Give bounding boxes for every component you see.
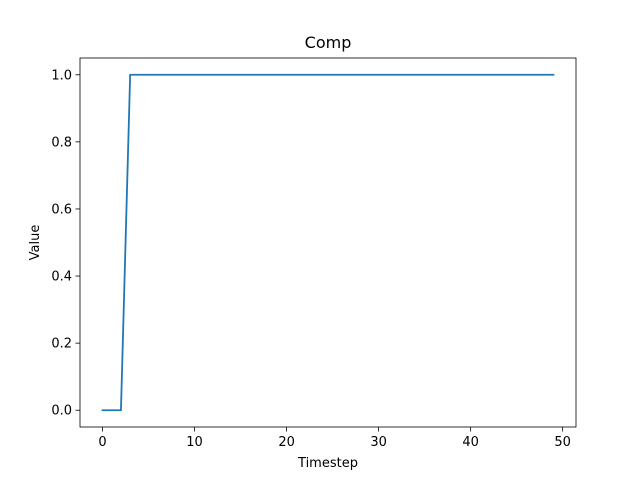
x-axis-label: Timestep xyxy=(297,456,358,471)
x-tick-label: 20 xyxy=(278,435,295,450)
x-tick-label: 0 xyxy=(98,435,106,450)
chart-title: Comp xyxy=(305,33,352,52)
y-axis-ticks: 0.0 0.2 0.4 0.6 0.8 1.0 xyxy=(51,68,80,419)
x-axis-ticks: 0 10 20 30 40 50 xyxy=(98,427,571,450)
y-tick-label: 0.0 xyxy=(51,404,72,419)
x-tick-label: 30 xyxy=(370,435,387,450)
x-tick-label: 40 xyxy=(462,435,479,450)
y-tick-label: 0.8 xyxy=(51,135,72,150)
y-tick-label: 0.4 xyxy=(51,270,72,285)
x-tick-label: 50 xyxy=(554,435,571,450)
y-tick-label: 0.6 xyxy=(51,202,72,217)
series-group xyxy=(101,73,555,412)
y-tick-label: 0.2 xyxy=(51,337,72,352)
series-line xyxy=(101,73,555,412)
plot-area-frame xyxy=(79,57,577,428)
y-axis-label: Value xyxy=(28,225,43,261)
y-tick-label: 1.0 xyxy=(51,68,72,83)
x-tick-label: 10 xyxy=(186,435,203,450)
